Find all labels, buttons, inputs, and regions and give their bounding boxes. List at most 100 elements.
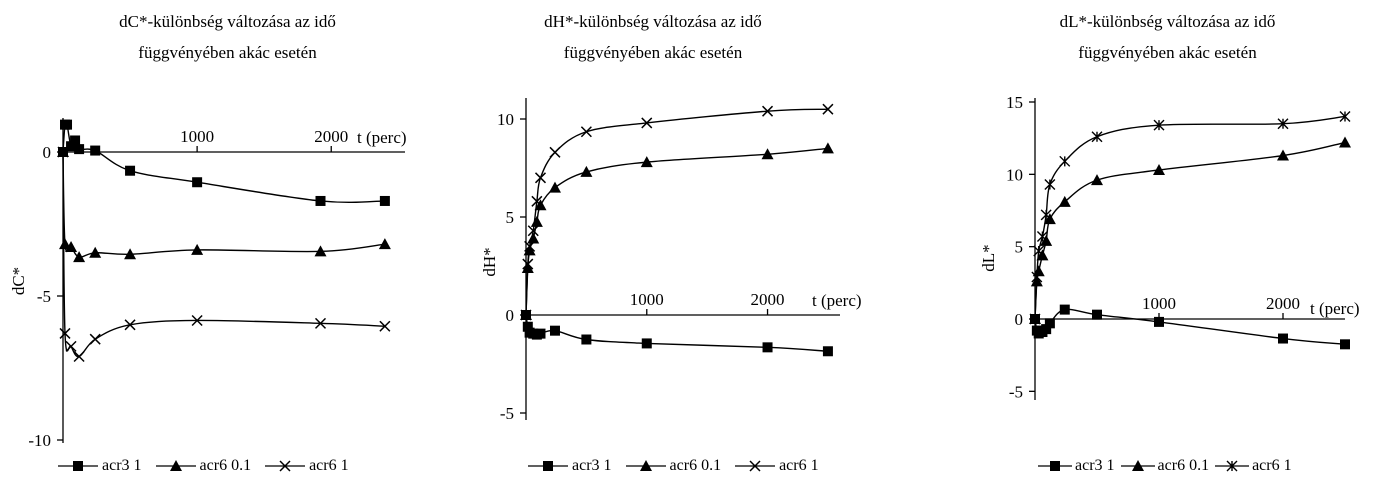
chart-panel-dc: dC*-különbség változása az idő függvényé… xyxy=(0,0,450,482)
data-point-6 xyxy=(549,182,561,193)
legend-item-acr3-1: acr3 1 xyxy=(58,457,142,475)
series-acr6-1 xyxy=(1030,111,1350,324)
series-acr3-1 xyxy=(1030,305,1350,350)
series-line xyxy=(526,109,828,315)
legend-item-acr6-1: acr6 1 xyxy=(1215,457,1292,475)
legend-item-acr3-1: acr3 1 xyxy=(528,457,612,475)
legend-item-acr6-01: acr6 0.1 xyxy=(1121,457,1210,475)
x-tick-label: 2000 xyxy=(751,290,785,309)
x-tick-label: 1000 xyxy=(180,127,214,146)
y-axis-label: dH* xyxy=(480,247,499,276)
y-tick-label: 5 xyxy=(506,208,515,227)
chart-title-dh: dH*-különbség változása az idő függvényé… xyxy=(508,6,798,68)
y-tick-label: 15 xyxy=(1006,93,1023,112)
data-point-6 xyxy=(1060,156,1070,166)
chart-legend-dl: acr3 1 acr6 0.1 acr6 1 xyxy=(1038,457,1292,479)
legend-label-acr3-1: acr3 1 xyxy=(572,457,612,475)
legend-marker-x xyxy=(735,458,775,474)
legend-marker-triangle xyxy=(156,458,196,474)
data-point-7 xyxy=(1092,132,1102,142)
y-axis-label: dC* xyxy=(9,267,28,295)
data-point-9 xyxy=(763,342,773,352)
legend-item-acr6-01: acr6 0.1 xyxy=(626,457,722,475)
series-line xyxy=(1035,116,1345,319)
data-point-8 xyxy=(642,338,652,348)
y-tick-label: -10 xyxy=(28,431,51,450)
chart-title-dl: dL*-különbség változása az idő függvényé… xyxy=(1025,6,1310,68)
data-point-10 xyxy=(380,196,390,206)
series-line xyxy=(1035,143,1345,319)
legend-marker-square xyxy=(1038,458,1072,474)
legend-marker-triangle xyxy=(626,458,666,474)
data-point-9 xyxy=(1278,334,1288,344)
data-point-8 xyxy=(192,177,202,187)
data-point-5 xyxy=(1045,179,1055,189)
data-point-10 xyxy=(1340,339,1350,349)
legend-label-acr3-1: acr3 1 xyxy=(102,457,142,475)
data-point-4 xyxy=(531,216,543,227)
x-tick-label: 2000 xyxy=(314,127,348,146)
y-tick-label: 5 xyxy=(1015,238,1024,257)
legend-item-acr3-1: acr3 1 xyxy=(1038,457,1115,475)
x-axis-label: t (perc) xyxy=(1310,299,1360,318)
legend-label-acr6-01: acr6 0.1 xyxy=(670,457,722,475)
data-point-5 xyxy=(535,329,545,339)
data-point-7 xyxy=(1091,174,1103,185)
y-tick-label: 10 xyxy=(497,110,514,129)
data-point-5 xyxy=(535,173,545,183)
data-point-10 xyxy=(822,142,834,153)
chart-panel-dh: dH*-különbség változása az idő függvényé… xyxy=(460,0,900,482)
y-tick-label: 0 xyxy=(506,306,515,325)
legend-item-acr6-1: acr6 1 xyxy=(265,457,349,475)
series-acr6-0-1 xyxy=(57,146,391,262)
legend-marker-asterisk xyxy=(1215,458,1249,474)
data-point-6 xyxy=(1060,305,1070,315)
chart-plot-dl: 15 10 5 0 -5 1000 2000 t (perc) dL* xyxy=(960,0,1388,470)
chart-legend-dh: acr3 1 acr6 0.1 acr6 1 xyxy=(528,457,829,479)
series-acr6-0-1 xyxy=(520,142,834,320)
series-line xyxy=(1035,309,1345,344)
data-point-10 xyxy=(1339,137,1351,148)
series-line xyxy=(526,315,828,351)
legend-marker-x xyxy=(265,458,305,474)
data-point-7 xyxy=(125,166,135,176)
chart-plot-dh: 10 5 0 -5 1000 2000 t (perc) dH* xyxy=(460,0,900,470)
data-point-6 xyxy=(90,146,100,156)
legend-item-acr6-01: acr6 0.1 xyxy=(156,457,252,475)
y-tick-label: -5 xyxy=(37,287,51,306)
data-point-7 xyxy=(581,335,591,345)
legend-label-acr6-1: acr6 1 xyxy=(779,457,819,475)
data-point-1 xyxy=(1032,272,1042,282)
data-point-2 xyxy=(66,341,76,351)
legend-marker-square xyxy=(58,458,98,474)
series-line xyxy=(63,152,385,257)
y-axis-label: dL* xyxy=(979,244,998,271)
y-tick-label: 0 xyxy=(1015,310,1024,329)
chart-plot-dc: 0-5-101000 2000 t (perc)dC* xyxy=(0,0,450,470)
data-point-6 xyxy=(550,147,560,157)
x-tick-label: 1000 xyxy=(630,290,664,309)
x-tick-label: 2000 xyxy=(1266,294,1300,313)
data-point-2 xyxy=(62,120,72,130)
legend-label-acr6-01: acr6 0.1 xyxy=(1158,457,1210,475)
legend-label-acr3-1: acr3 1 xyxy=(1075,457,1115,475)
data-point-4 xyxy=(90,334,100,344)
legend-label-acr6-1: acr6 1 xyxy=(309,457,349,475)
data-point-8 xyxy=(379,238,391,249)
legend-marker-square xyxy=(528,458,568,474)
data-point-7 xyxy=(581,127,591,137)
x-axis-label: t (perc) xyxy=(812,291,862,310)
data-point-5 xyxy=(1045,318,1055,328)
chart-panel-dl: dL*-különbség változása az idő függvényé… xyxy=(960,0,1388,482)
data-point-7 xyxy=(1092,310,1102,320)
legend-label-acr6-1: acr6 1 xyxy=(1252,457,1292,475)
y-tick-label: 10 xyxy=(1006,165,1023,184)
y-tick-label: 0 xyxy=(43,143,52,162)
series-acr6-1 xyxy=(521,104,833,320)
legend-item-acr6-1: acr6 1 xyxy=(735,457,819,475)
data-point-6 xyxy=(550,326,560,336)
legend-marker-triangle xyxy=(1121,458,1155,474)
legend-label-acr6-01: acr6 0.1 xyxy=(200,457,252,475)
series-acr6-0-1 xyxy=(1029,137,1351,324)
y-tick-label: -5 xyxy=(500,404,514,423)
